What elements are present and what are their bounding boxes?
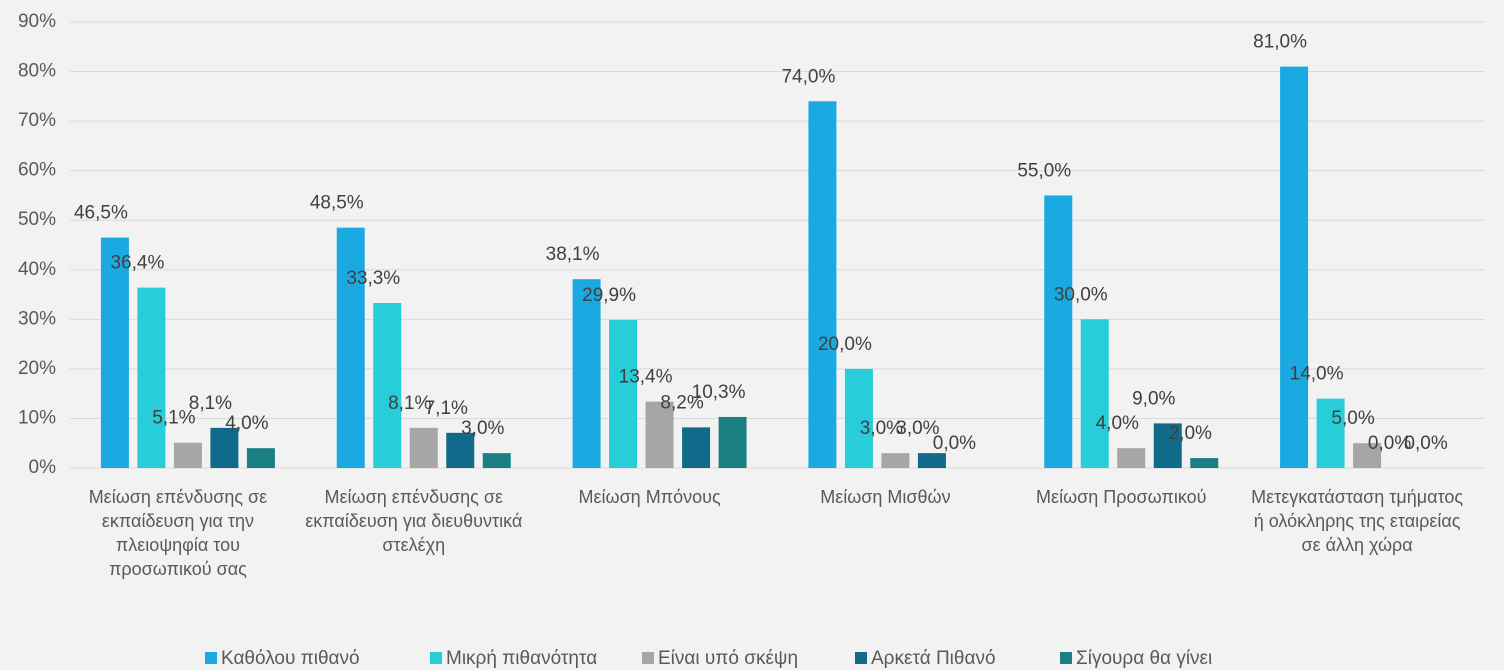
bar <box>210 427 239 468</box>
data-label: 2,0% <box>1169 423 1212 444</box>
bar <box>173 442 202 468</box>
data-label: 13,4% <box>619 367 673 388</box>
data-label: 8,1% <box>189 393 232 414</box>
x-tick-label: Μείωση επένδυσης σε εκπαίδευση για διευθυ… <box>305 487 522 555</box>
bar <box>373 302 402 468</box>
bar <box>409 427 438 468</box>
y-tick-label: 80% <box>18 61 56 82</box>
y-tick-label: 0% <box>29 457 57 478</box>
y-tick-label: 60% <box>18 160 56 181</box>
y-tick-label: 20% <box>18 358 56 379</box>
bar <box>682 427 711 468</box>
data-label: 0,0% <box>933 433 976 454</box>
legend-label: Αρκετά Πιθανό <box>871 648 996 669</box>
bar <box>609 319 638 468</box>
y-tick-label: 10% <box>18 407 56 428</box>
bar <box>1353 443 1382 468</box>
data-label: 20,0% <box>818 334 872 355</box>
x-tick-label: Μείωση επένδυσης σε εκπαίδευση για την πλε… <box>89 487 267 579</box>
x-tick-label: Μετεγκατάσταση τμήματος ή ολόκληρης της ε… <box>1251 487 1463 555</box>
data-label: 46,5% <box>74 203 128 224</box>
bar <box>1316 398 1345 468</box>
bar <box>246 448 275 468</box>
bar <box>1280 66 1309 468</box>
bar <box>1080 319 1109 468</box>
bar <box>446 432 475 468</box>
data-label: 33,3% <box>346 268 400 289</box>
legend-label: Καθόλου πιθανό <box>221 648 360 669</box>
data-label: 30,0% <box>1054 284 1108 305</box>
data-label: 38,1% <box>546 244 600 265</box>
bar <box>1044 195 1073 468</box>
x-tick-label: Μείωση Προσωπικού <box>1036 487 1206 507</box>
data-label: 3,0% <box>860 418 903 439</box>
legend-label: Σίγουρα θα γίνει <box>1076 648 1212 669</box>
legend-swatch <box>855 652 867 664</box>
legend-swatch <box>1060 652 1072 664</box>
legend-swatch <box>430 652 442 664</box>
bar <box>881 453 910 468</box>
y-tick-label: 40% <box>18 259 56 280</box>
data-label: 8,2% <box>660 392 703 413</box>
bar <box>1190 458 1219 468</box>
data-label: 10,3% <box>692 382 746 403</box>
data-label: 14,0% <box>1290 364 1344 385</box>
data-label: 0,0% <box>1368 433 1411 454</box>
data-label: 8,1% <box>388 393 431 414</box>
data-label: 7,1% <box>425 398 468 419</box>
bar <box>718 416 747 468</box>
y-tick-label: 50% <box>18 209 56 230</box>
data-label: 5,1% <box>152 408 195 429</box>
bar <box>1117 448 1146 468</box>
bar <box>137 287 166 468</box>
data-label: 5,0% <box>1331 408 1374 429</box>
data-label: 48,5% <box>310 193 364 214</box>
bar <box>482 453 511 468</box>
bar <box>844 368 873 468</box>
data-label: 29,9% <box>582 285 636 306</box>
bar <box>336 227 365 468</box>
data-label: 3,0% <box>461 418 504 439</box>
bar <box>1153 423 1182 468</box>
legend-label: Μικρή πιθανότητα <box>446 648 597 669</box>
bar <box>645 401 674 468</box>
data-label: 4,0% <box>225 413 268 434</box>
data-label: 74,0% <box>781 66 835 87</box>
x-tick-label: Μείωση Μισθών <box>820 487 950 507</box>
data-label: 0,0% <box>1404 433 1447 454</box>
bar <box>572 279 601 468</box>
legend-swatch <box>642 652 654 664</box>
y-tick-label: 70% <box>18 110 56 131</box>
x-tick-label: Μείωση Μπόνους <box>579 487 721 507</box>
bar <box>100 237 129 468</box>
data-label: 36,4% <box>110 253 164 274</box>
data-label: 81,0% <box>1253 32 1307 53</box>
data-label: 9,0% <box>1132 388 1175 409</box>
data-label: 3,0% <box>896 418 939 439</box>
y-tick-label: 90% <box>18 11 56 32</box>
bar <box>808 101 837 469</box>
legend-label: Είναι υπό σκέψη <box>658 648 798 669</box>
bar <box>917 453 946 468</box>
legend-swatch <box>205 652 217 664</box>
y-tick-label: 30% <box>18 308 56 329</box>
data-label: 55,0% <box>1017 160 1071 181</box>
data-label: 4,0% <box>1096 413 1139 434</box>
